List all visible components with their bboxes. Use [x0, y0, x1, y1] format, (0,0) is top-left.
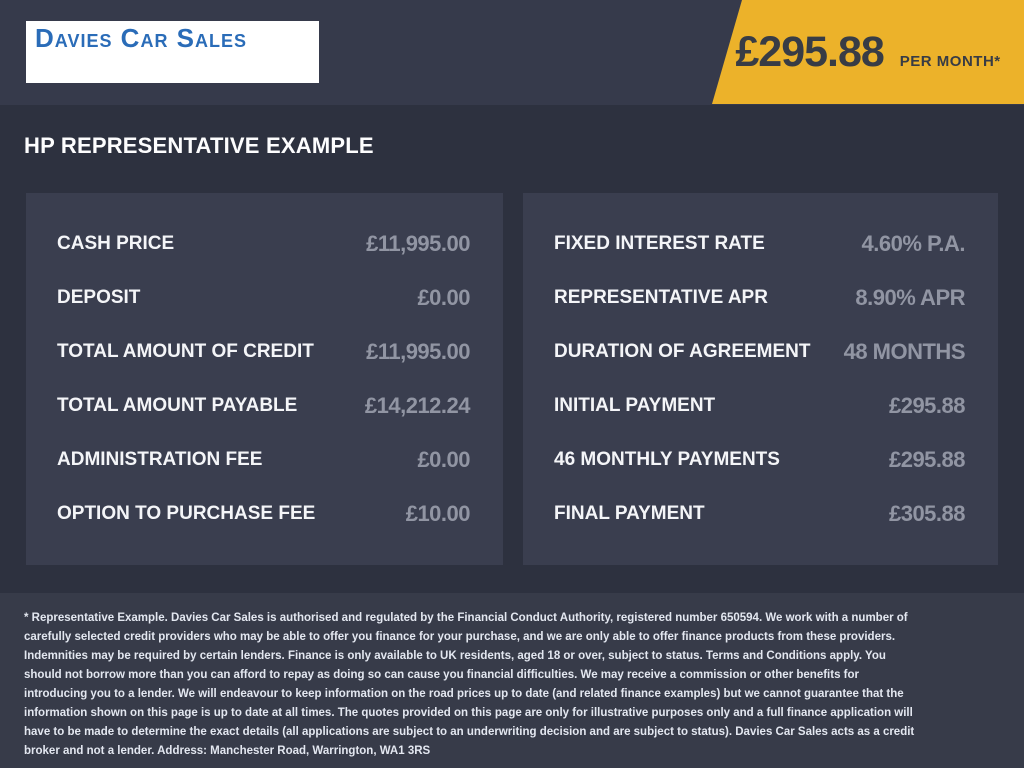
finance-value: £11,995.00 [366, 231, 470, 256]
finance-value: 4.60% P.A. [861, 231, 966, 256]
finance-row-interest-rate: FIXED INTEREST RATE 4.60% P.A. [554, 217, 966, 271]
finance-label: FINAL PAYMENT [554, 503, 705, 524]
finance-label: TOTAL AMOUNT OF CREDIT [57, 341, 314, 362]
finance-row-apr: REPRESENTATIVE APR 8.90% APR [554, 271, 965, 325]
finance-row-total-credit: TOTAL AMOUNT OF CREDIT £11,995.00 [57, 325, 470, 379]
finance-label: OPTION TO PURCHASE FEE [57, 503, 316, 524]
price-banner-amount: £295.88 [735, 28, 884, 76]
finance-value: 8.90% APR [855, 285, 965, 310]
finance-panel-left: CASH PRICE £11,995.00 DEPOSIT £0.00 TOTA… [26, 193, 503, 565]
finance-row-admin-fee: ADMINISTRATION FEE £0.00 [57, 433, 470, 487]
finance-panel-right: FIXED INTEREST RATE 4.60% P.A. REPRESENT… [523, 193, 998, 565]
finance-value: £14,212.24 [364, 393, 471, 418]
finance-label: 46 MONTHLY PAYMENTS [554, 449, 780, 470]
finance-label: ADMINISTRATION FEE [57, 449, 263, 470]
finance-row-deposit: DEPOSIT £0.00 [57, 271, 470, 325]
finance-row-duration: DURATION OF AGREEMENT 48 MONTHS [554, 325, 966, 379]
price-banner-period: PER MONTH* [899, 53, 1001, 70]
finance-value: £0.00 [417, 447, 470, 472]
finance-row-cash-price: CASH PRICE £11,995.00 [57, 217, 470, 271]
dealer-logo: Davies Car Sales [26, 21, 319, 83]
finance-row-final-payment: FINAL PAYMENT £305.88 [554, 487, 966, 541]
finance-value: £295.88 [888, 447, 966, 472]
finance-label: CASH PRICE [57, 233, 175, 254]
finance-label: DEPOSIT [57, 287, 141, 308]
finance-label: REPRESENTATIVE APR [554, 287, 768, 308]
finance-value: 48 MONTHS [843, 339, 966, 364]
finance-value: £11,995.00 [366, 339, 470, 364]
header: Davies Car Sales £295.88 PER MONTH* [0, 0, 1024, 105]
price-banner: £295.88 PER MONTH* [712, 0, 1024, 104]
finance-value: £10.00 [405, 501, 471, 526]
finance-row-total-payable: TOTAL AMOUNT PAYABLE £14,212.24 [57, 379, 471, 433]
finance-value: £305.88 [888, 501, 966, 526]
finance-row-option-fee: OPTION TO PURCHASE FEE £10.00 [57, 487, 471, 541]
finance-label: TOTAL AMOUNT PAYABLE [57, 395, 298, 416]
finance-value: £0.00 [417, 285, 470, 310]
disclaimer-text: * Representative Example. Davies Car Sal… [24, 612, 915, 757]
finance-label: DURATION OF AGREEMENT [554, 341, 811, 362]
finance-row-initial-payment: INITIAL PAYMENT £295.88 [554, 379, 966, 433]
finance-label: INITIAL PAYMENT [554, 395, 716, 416]
footer: * Representative Example. Davies Car Sal… [0, 593, 1024, 768]
dealer-logo-text: Davies Car Sales [35, 23, 248, 53]
page-title: HP REPRESENTATIVE EXAMPLE [24, 133, 374, 158]
finance-row-monthly-payments: 46 MONTHLY PAYMENTS £295.88 [554, 433, 966, 487]
finance-value: £295.88 [888, 393, 966, 418]
finance-label: FIXED INTEREST RATE [554, 233, 765, 254]
